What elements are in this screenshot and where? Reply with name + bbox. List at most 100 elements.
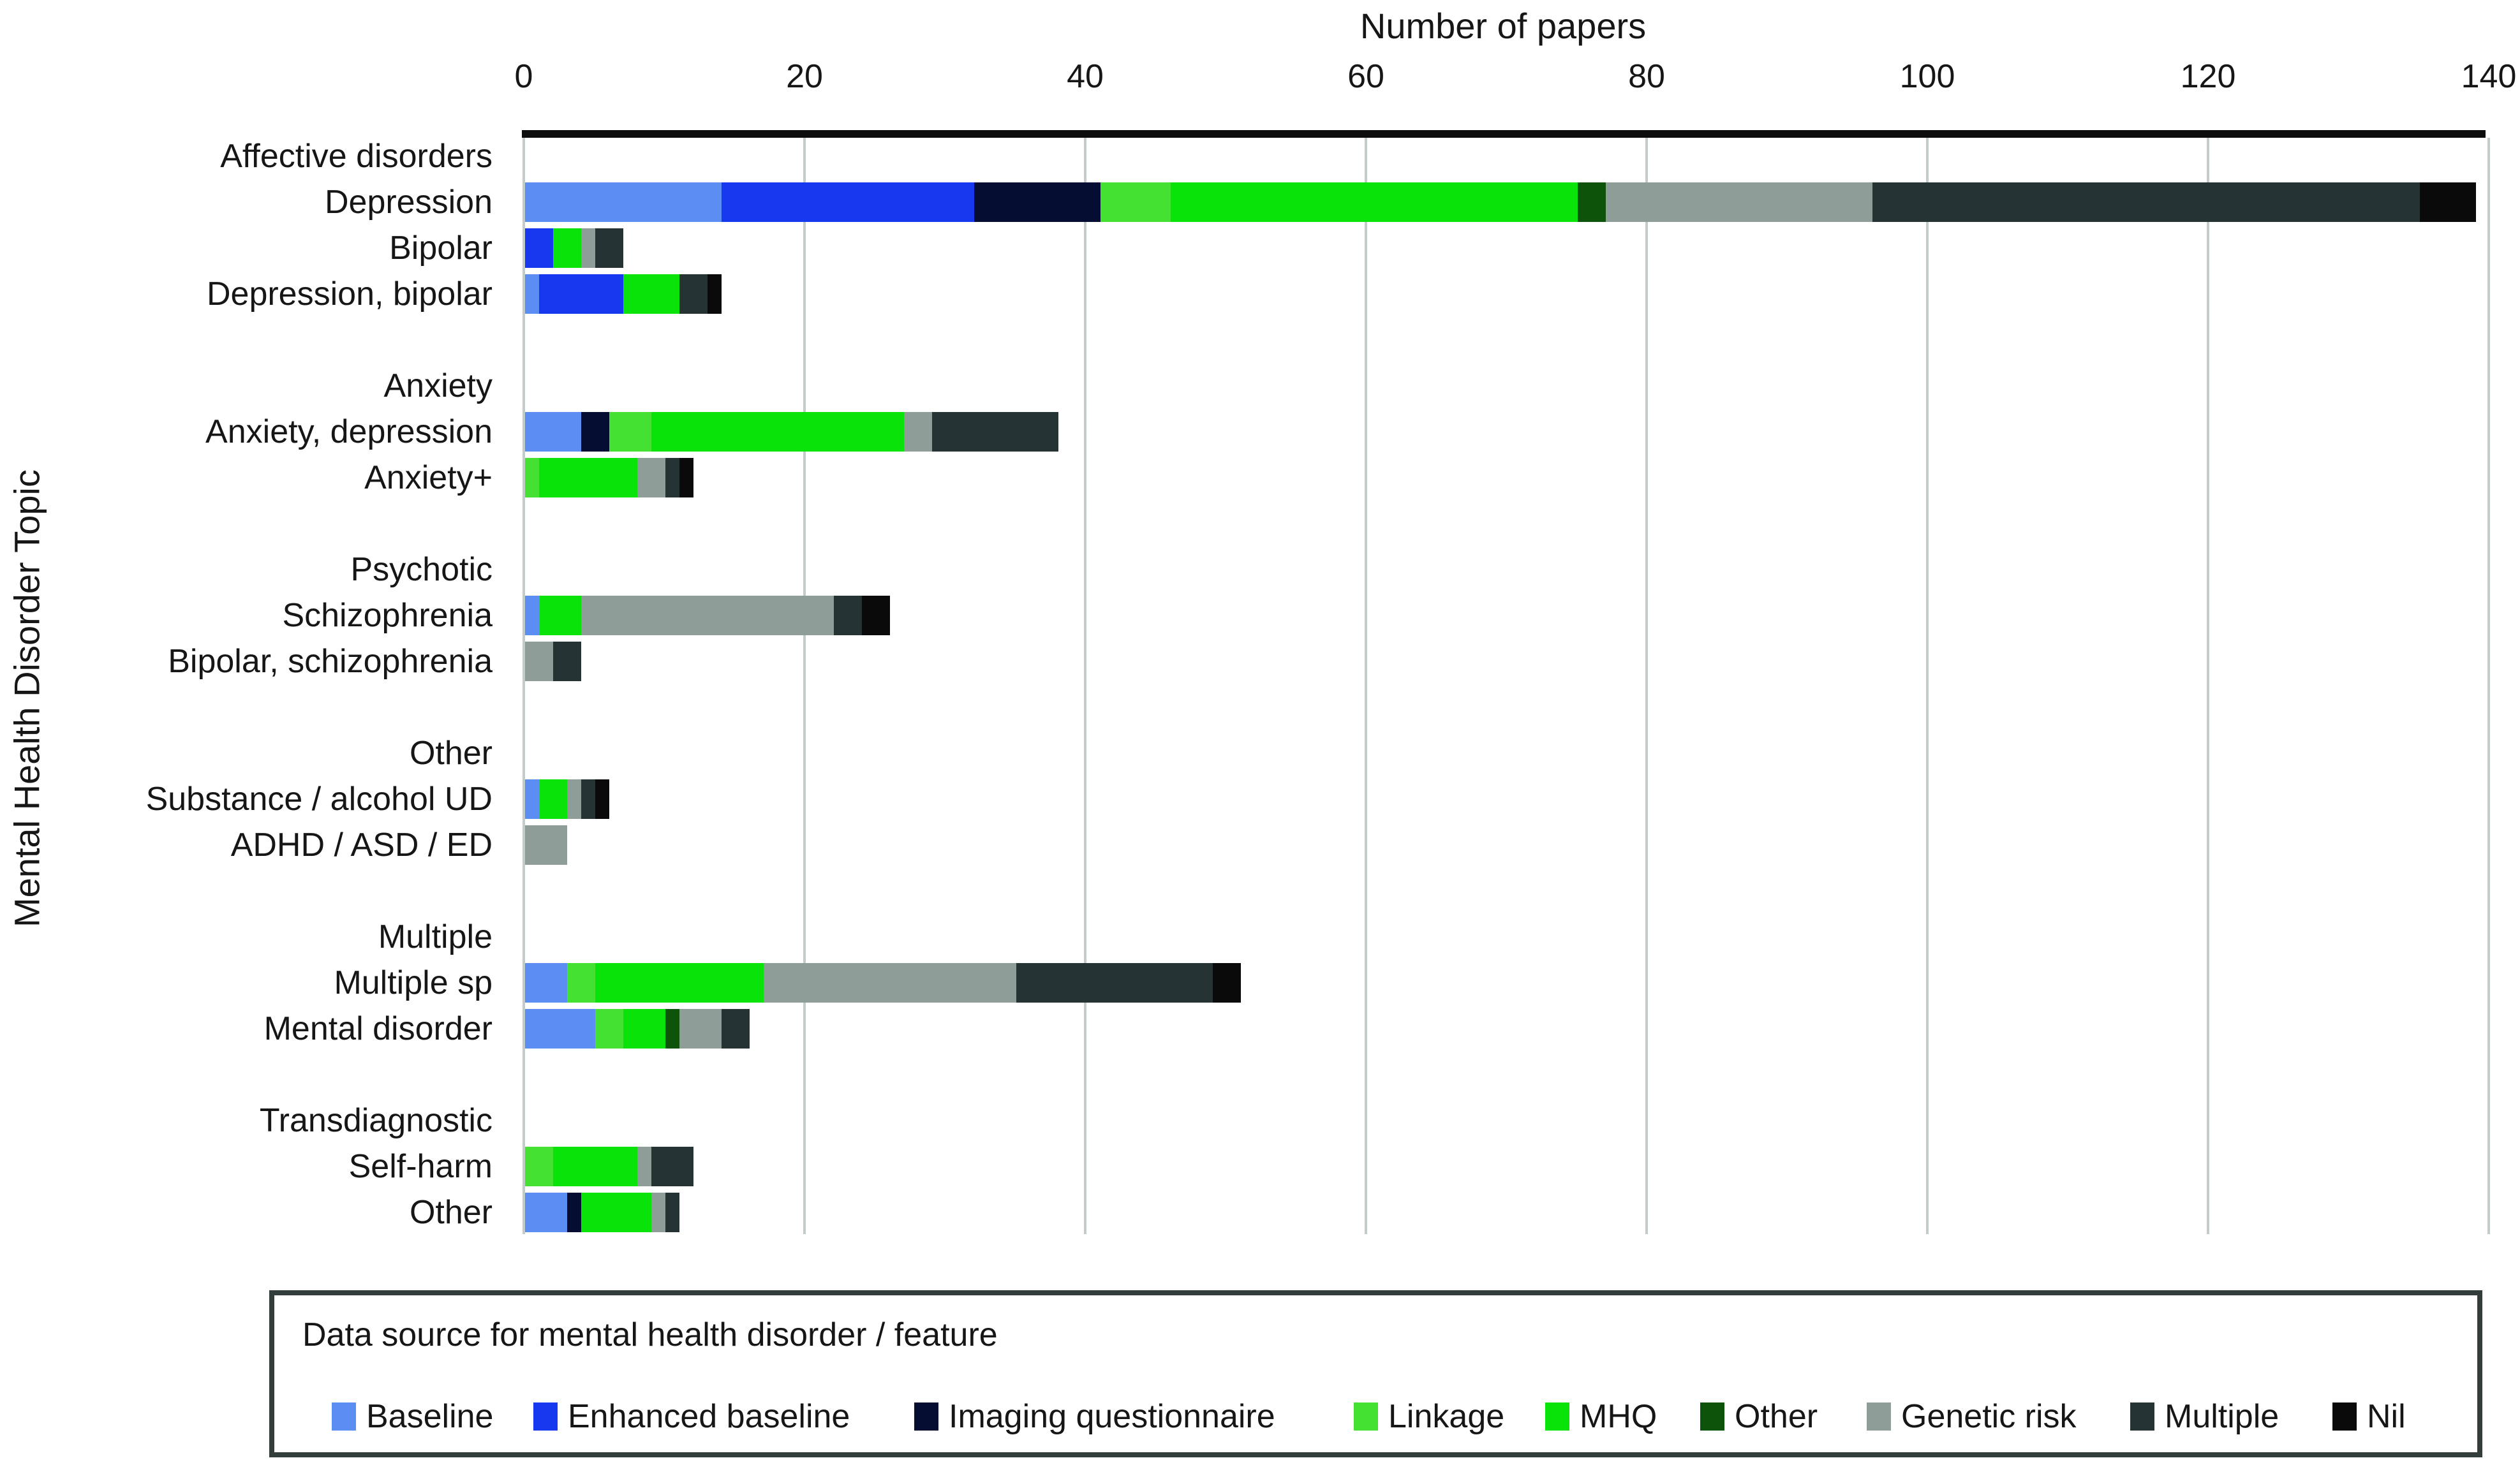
bar-row [525,1147,693,1186]
bar-segment [679,274,708,314]
bar-row [525,182,2476,222]
bar-segment [932,412,1058,452]
bar-segment [1872,182,2420,222]
bar-row [525,274,722,314]
row-label: Self-harm [348,1148,493,1185]
bar-segment [525,182,722,222]
row-label: Bipolar [389,230,493,267]
bar-segment [722,182,974,222]
legend-swatch [1354,1402,1378,1431]
row-label: Bipolar, schizophrenia [168,643,493,680]
gridline [803,138,806,1234]
bar-segment [1606,182,1872,222]
bar-segment [764,963,1016,1003]
bar-segment [595,228,623,268]
x-axis-tick: 120 [2180,58,2236,95]
group-header-label: Transdiagnostic [259,1102,493,1139]
bar-segment [595,779,609,819]
bar-row [525,963,1241,1003]
legend-swatch [1867,1402,1891,1431]
bar-segment [581,779,595,819]
bar-segment [609,412,651,452]
bar-segment [525,642,553,681]
bar-segment [553,228,581,268]
bar-segment [665,1193,679,1232]
legend-label: Baseline [366,1398,494,1435]
bar-segment [525,1193,567,1232]
bar-segment [1578,182,1606,222]
bar-segment [525,1009,595,1049]
legend-item: Genetic risk [1867,1388,2077,1445]
row-label: ADHD / ASD / ED [230,827,493,864]
gridline [1084,138,1086,1234]
legend-swatch [914,1402,938,1431]
group-header-label: Affective disorders [220,138,493,175]
x-axis-tick: 80 [1628,58,1665,95]
row-label: Anxiety+ [364,459,493,496]
x-axis-tick: 0 [514,58,533,95]
bar-segment [1171,182,1578,222]
bar-segment [525,274,539,314]
bar-segment [623,274,679,314]
bar-segment [581,412,609,452]
bar-segment [862,596,890,635]
bar-row [525,825,567,865]
gridline [1645,138,1648,1234]
bar-segment [581,1193,651,1232]
legend-title: Data source for mental health disorder /… [302,1316,998,1353]
legend-label: Nil [2367,1398,2406,1435]
bar-row [525,779,609,819]
group-header-label: Anxiety [383,367,493,404]
bar-row [525,228,623,268]
row-label: Depression, bipolar [206,276,493,313]
legend-swatch [1545,1402,1569,1431]
bar-segment [539,779,567,819]
row-label: Substance / alcohol UD [145,781,493,818]
legend-item: Linkage [1354,1388,1504,1445]
row-label: Depression [324,184,493,221]
bar-segment [1213,963,1241,1003]
bar-row [525,412,1058,452]
bar-segment [623,1009,665,1049]
bar-segment [595,1009,623,1049]
legend-label: Multiple [2165,1398,2279,1435]
bar-segment [834,596,862,635]
legend-label: MHQ [1580,1398,1657,1435]
bar-segment [525,596,539,635]
bar-segment [525,228,553,268]
bar-segment [567,963,595,1003]
bar-segment [525,458,539,497]
gridline [523,138,525,1234]
legend-item: Baseline [332,1388,493,1445]
bar-segment [708,274,722,314]
bar-segment [553,1147,637,1186]
bar-segment [651,1193,665,1232]
bar-row [525,458,693,497]
legend-item: Nil [2332,1388,2406,1445]
bar-segment [567,1193,581,1232]
bar-segment [679,1009,722,1049]
legend-label: Linkage [1388,1398,1505,1435]
gridline [1926,138,1929,1234]
bar-segment [553,642,581,681]
bar-segment [525,1147,553,1186]
row-label: Schizophrenia [282,597,493,634]
bar-segment [1016,963,1213,1003]
group-header-label: Other [409,735,493,772]
bar-segment [651,1147,693,1186]
bar-segment [581,228,595,268]
legend-swatch [533,1402,558,1431]
bar-segment [651,412,904,452]
legend-item: Imaging questionnaire [914,1388,1275,1445]
legend-swatch [2332,1402,2357,1431]
legend-label: Imaging questionnaire [949,1398,1275,1435]
x-axis-tick: 100 [1899,58,1955,95]
x-axis-tick: 140 [2461,58,2517,95]
bar-segment [525,963,567,1003]
bar-segment [539,596,581,635]
legend-swatch [2130,1402,2154,1431]
legend-swatch [332,1402,356,1431]
bar-segment [567,779,581,819]
bar-segment [539,458,637,497]
